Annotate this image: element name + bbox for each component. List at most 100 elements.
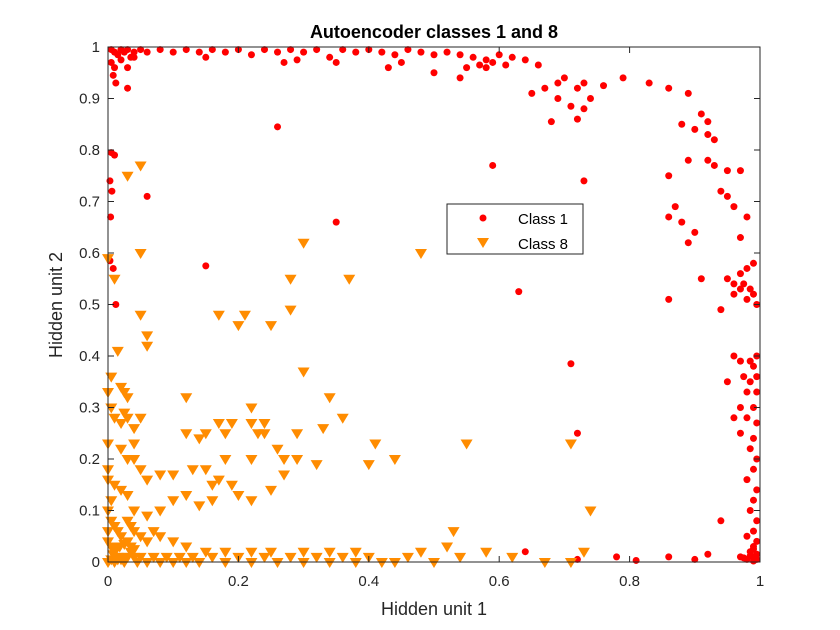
class-1-point (753, 388, 761, 396)
class-1-point (723, 378, 731, 386)
x-tick-label: 0.4 (358, 573, 379, 590)
class-8-point (108, 274, 121, 285)
class-1-point (221, 48, 229, 56)
class-1-point (515, 288, 523, 296)
class-1-point (274, 48, 282, 56)
class-8-point (121, 516, 134, 527)
class-1-point (749, 290, 757, 298)
class-1-point (521, 56, 529, 64)
class-8-point (121, 171, 134, 182)
class-1-point (746, 445, 754, 453)
class-1-point (202, 262, 210, 270)
y-tick-label: 0.3 (79, 400, 100, 417)
y-tick-label: 0.4 (79, 348, 100, 365)
class-1-point (547, 118, 555, 126)
class-8-point (134, 161, 147, 172)
class-8-point (115, 444, 128, 455)
class-8-point (401, 552, 414, 563)
class-8-point (232, 491, 245, 502)
class-8-point (441, 542, 454, 553)
class-1-point (124, 84, 132, 92)
class-8-point (284, 305, 297, 316)
class-8-point (118, 408, 131, 419)
class-1-point (746, 357, 754, 365)
class-1-point (508, 53, 516, 61)
class-1-point (678, 218, 686, 226)
class-8-point (577, 547, 590, 558)
class-1-point (573, 115, 581, 123)
class-1-point (107, 213, 115, 221)
class-1-point (736, 285, 744, 293)
class-1-point (746, 552, 754, 560)
class-8-point (310, 552, 323, 563)
y-axis-label: Hidden unit 2 (46, 252, 66, 358)
class-1-point (182, 46, 190, 54)
legend-marker-class-1 (479, 214, 487, 222)
class-1-point (743, 532, 751, 540)
class-8-point (167, 537, 180, 548)
class-8-point (265, 485, 277, 496)
class-1-point (736, 429, 744, 437)
class-8-point (108, 480, 121, 491)
class-1-point (736, 270, 744, 278)
class-8-point (349, 558, 362, 568)
class-1-point (753, 537, 761, 545)
class-1-point (740, 280, 748, 288)
class-1-point (463, 64, 471, 72)
class-1-point (117, 56, 125, 64)
class-1-point (743, 476, 751, 484)
class-1-point (130, 48, 138, 56)
class-1-point (195, 48, 203, 56)
class-1-point (560, 74, 568, 82)
class-8-point (121, 393, 134, 404)
class-1-point (710, 136, 718, 144)
class-1-point (704, 118, 712, 126)
class-8-point (245, 418, 258, 429)
class-8-point (173, 552, 186, 563)
class-8-point (212, 475, 225, 486)
class-1-point (753, 517, 761, 525)
class-8-point (141, 537, 154, 548)
class-8-point (186, 465, 199, 476)
class-8-point (297, 367, 310, 378)
class-8-point (115, 382, 128, 393)
class-8-point (375, 558, 388, 568)
class-1-point (710, 161, 718, 169)
class-8-point (219, 558, 232, 568)
class-1-point (143, 48, 151, 56)
class-1-point (749, 545, 757, 553)
class-1-point (124, 46, 132, 54)
class-1-point (156, 46, 164, 54)
class-1-point (749, 259, 757, 267)
class-1-point (554, 95, 562, 102)
class-1-point (749, 362, 757, 370)
class-8-point (134, 249, 147, 259)
class-8-point (454, 552, 467, 563)
class-8-point (147, 552, 160, 563)
class-1-point (743, 388, 751, 396)
class-8-point (128, 545, 141, 556)
class-8-point (225, 418, 238, 429)
class-1-point (723, 167, 731, 175)
class-1-point (567, 360, 575, 368)
x-tick-label: 0.6 (489, 573, 510, 590)
class-1-point (332, 218, 340, 226)
class-1-point (456, 74, 464, 82)
class-1-point (619, 74, 627, 82)
y-tick-label: 0.8 (79, 142, 100, 159)
class-1-point (730, 290, 738, 298)
class-8-point (206, 480, 219, 491)
class-8-point (225, 480, 238, 491)
class-1-point (691, 555, 699, 563)
class-8-point (141, 558, 154, 568)
class-8-point (564, 439, 577, 450)
class-8-point (147, 527, 160, 538)
class-1-point (293, 56, 301, 64)
class-8-point (154, 558, 167, 568)
class-8-point (362, 460, 375, 471)
class-1-point (124, 64, 132, 72)
class-1-point (391, 51, 399, 59)
class-1-point (723, 275, 731, 283)
class-8-point (460, 439, 473, 450)
